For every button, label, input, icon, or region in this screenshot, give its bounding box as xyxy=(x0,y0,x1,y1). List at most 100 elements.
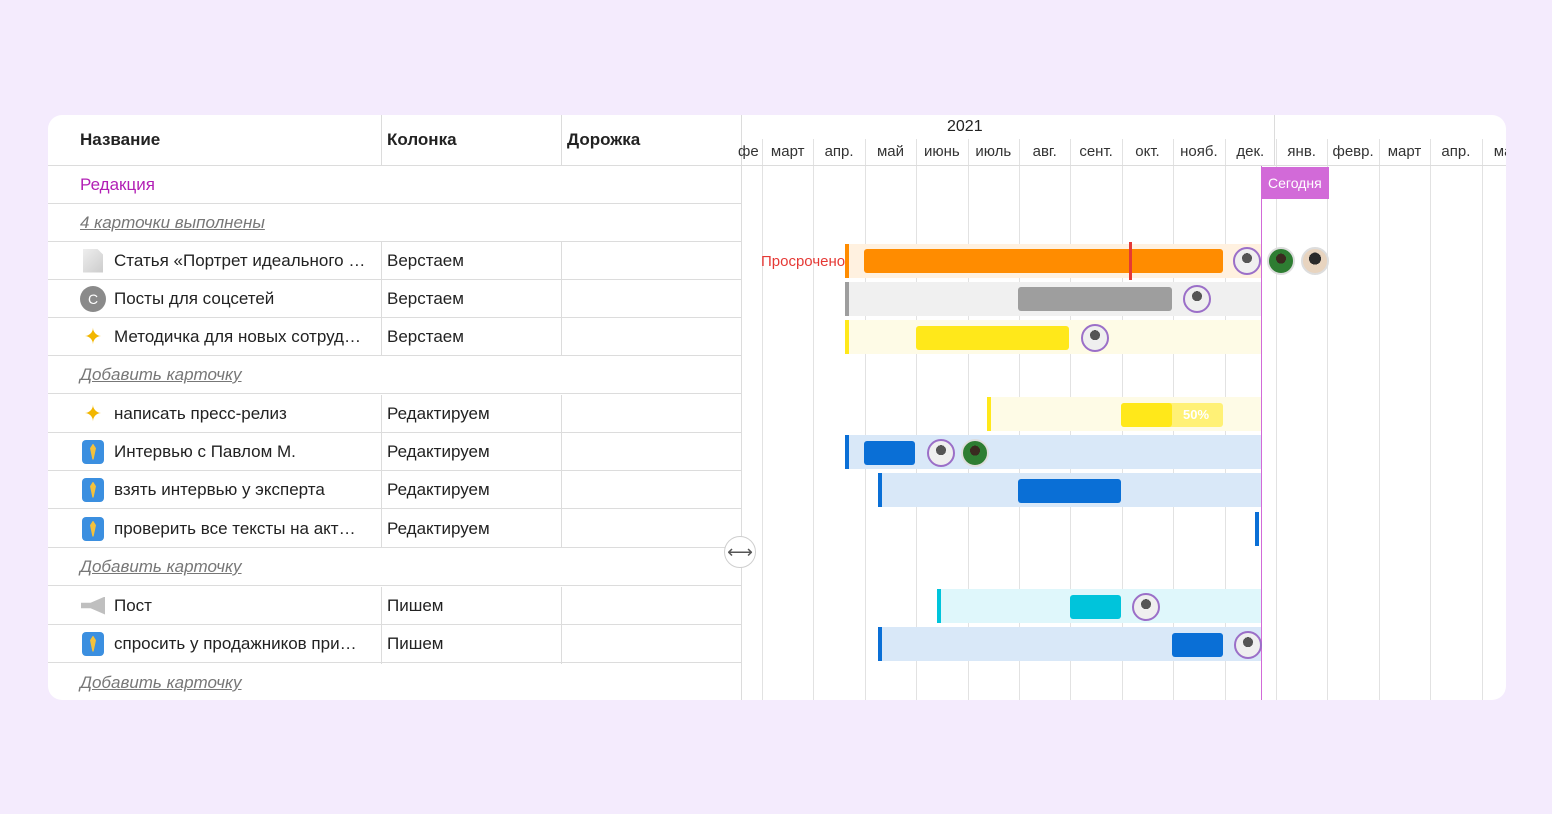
panel-resize-handle[interactable]: ⟷ xyxy=(724,536,756,568)
header-divider xyxy=(561,115,562,165)
table-row[interactable]: спросить у продажников при… Пишем xyxy=(48,625,741,663)
column-divider xyxy=(381,587,382,664)
timeline-bar[interactable] xyxy=(1018,479,1121,503)
card-column: Пишем xyxy=(387,634,444,653)
month-gridline xyxy=(1327,139,1328,700)
necktie-icon xyxy=(80,477,106,503)
card-title[interactable]: Интервью с Павлом М. xyxy=(114,441,296,461)
user-avatar[interactable] xyxy=(1183,285,1211,313)
month-label: дек. xyxy=(1236,143,1265,160)
add-card-link[interactable]: Добавить карточку xyxy=(80,673,242,692)
column-divider xyxy=(561,587,562,664)
card-column: Пишем xyxy=(387,596,444,615)
card-column: Редактируем xyxy=(387,480,490,499)
overdue-label: Просрочено xyxy=(761,253,846,270)
card-column: Редактируем xyxy=(387,442,490,461)
card-span-background xyxy=(846,435,1261,469)
timeline-header-border xyxy=(742,165,1506,166)
year-divider xyxy=(1274,115,1275,165)
gantt-card: Название Колонка Дорожка Редакция 4 карт… xyxy=(48,115,1506,700)
column-divider xyxy=(381,242,382,356)
month-gridline xyxy=(968,139,969,700)
group-title[interactable]: Редакция xyxy=(80,175,155,194)
completed-cards-link[interactable]: 4 карточки выполнены xyxy=(80,213,265,232)
month-gridline xyxy=(916,139,917,700)
month-gridline xyxy=(1482,139,1483,700)
card-title[interactable]: Статья «Портрет идеального … xyxy=(114,250,366,270)
table-row[interactable]: ✦ Методичка для новых сотруд… Верстаем xyxy=(48,318,741,356)
header-divider xyxy=(381,115,382,165)
done-row: 4 карточки выполнены xyxy=(48,204,741,242)
add-card-row: Добавить карточку xyxy=(48,548,741,586)
card-start-marker xyxy=(845,282,849,316)
timeline-bar[interactable] xyxy=(1172,633,1223,657)
month-gridline xyxy=(813,139,814,700)
today-line xyxy=(1261,166,1262,700)
timeline-bar[interactable] xyxy=(864,249,1223,273)
card-start-marker xyxy=(1255,512,1259,546)
month-label: май xyxy=(876,143,905,160)
table-row[interactable]: Пост Пишем xyxy=(48,587,741,625)
card-title[interactable]: написать пресс-релиз xyxy=(114,403,287,423)
gantt-timeline[interactable]: 2021 февр. март апр. май июнь июль авг. сент. ок… xyxy=(738,115,1506,700)
user-avatar[interactable] xyxy=(1132,593,1160,621)
timeline-bar[interactable] xyxy=(916,326,1069,350)
necktie-icon xyxy=(80,631,106,657)
table-row[interactable]: C Посты для соцсетей Верстаем xyxy=(48,280,741,318)
document-icon xyxy=(80,248,106,274)
today-badge[interactable]: Сегодня xyxy=(1261,167,1329,199)
timeline-bar[interactable] xyxy=(864,441,915,465)
timeline-bar[interactable] xyxy=(1018,287,1172,311)
megaphone-icon xyxy=(80,593,106,619)
month-gridline xyxy=(1276,139,1277,700)
card-title[interactable]: взять интервью у эксперта xyxy=(114,479,325,499)
dizzy-star-icon: ✦ xyxy=(83,323,103,349)
card-start-marker xyxy=(845,435,849,469)
month-gridline xyxy=(1379,139,1380,700)
necktie-icon xyxy=(80,516,106,542)
card-start-marker xyxy=(845,244,849,278)
header-name[interactable]: Название xyxy=(80,130,161,149)
card-start-marker xyxy=(987,397,991,431)
month-label: апр. xyxy=(1441,143,1471,160)
user-avatar[interactable] xyxy=(1267,247,1295,275)
add-card-row: Добавить карточку xyxy=(48,664,741,700)
month-label: окт. xyxy=(1135,143,1160,160)
card-title[interactable]: Пост xyxy=(114,595,152,615)
month-label: май xyxy=(1493,143,1506,160)
user-avatar[interactable] xyxy=(1234,631,1262,659)
user-avatar[interactable] xyxy=(1301,247,1329,275)
progress-label: 50% xyxy=(1183,407,1210,422)
card-column: Верстаем xyxy=(387,327,464,346)
card-start-marker xyxy=(878,473,882,507)
user-avatar[interactable] xyxy=(1233,247,1261,275)
column-divider xyxy=(561,242,562,356)
user-avatar[interactable] xyxy=(927,439,955,467)
card-start-marker xyxy=(878,627,882,661)
month-label: март xyxy=(770,143,805,160)
table-row[interactable]: взять интервью у эксперта Редактируем xyxy=(48,471,741,509)
timeline-bar[interactable] xyxy=(1070,595,1121,619)
user-avatar[interactable] xyxy=(961,439,989,467)
column-divider xyxy=(381,395,382,548)
card-title[interactable]: спросить у продажников при… xyxy=(114,633,357,653)
card-start-marker xyxy=(845,320,849,354)
month-label: март xyxy=(1387,143,1422,160)
progress-bar[interactable] xyxy=(1121,403,1172,427)
user-avatar[interactable] xyxy=(1081,324,1109,352)
card-title[interactable]: проверить все тексты на акт… xyxy=(114,518,356,538)
deadline-marker xyxy=(1129,242,1132,280)
add-card-link[interactable]: Добавить карточку xyxy=(80,557,242,576)
table-row[interactable]: проверить все тексты на акт… Редактируем xyxy=(48,510,741,548)
add-card-link[interactable]: Добавить карточку xyxy=(80,365,242,384)
card-title[interactable]: Методичка для новых сотруд… xyxy=(114,326,361,346)
header-track[interactable]: Дорожка xyxy=(567,130,641,149)
table-row[interactable]: Статья «Портрет идеального … Верстаем xyxy=(48,242,741,280)
add-card-row: Добавить карточку xyxy=(48,356,741,394)
card-title[interactable]: Посты для соцсетей xyxy=(114,288,275,308)
table-row[interactable]: ✦ написать пресс-релиз Редактируем xyxy=(48,395,741,433)
month-gridline xyxy=(1430,139,1431,700)
header-column[interactable]: Колонка xyxy=(387,130,457,149)
card-start-marker xyxy=(937,589,941,623)
table-row[interactable]: Интервью с Павлом М. Редактируем xyxy=(48,433,741,471)
